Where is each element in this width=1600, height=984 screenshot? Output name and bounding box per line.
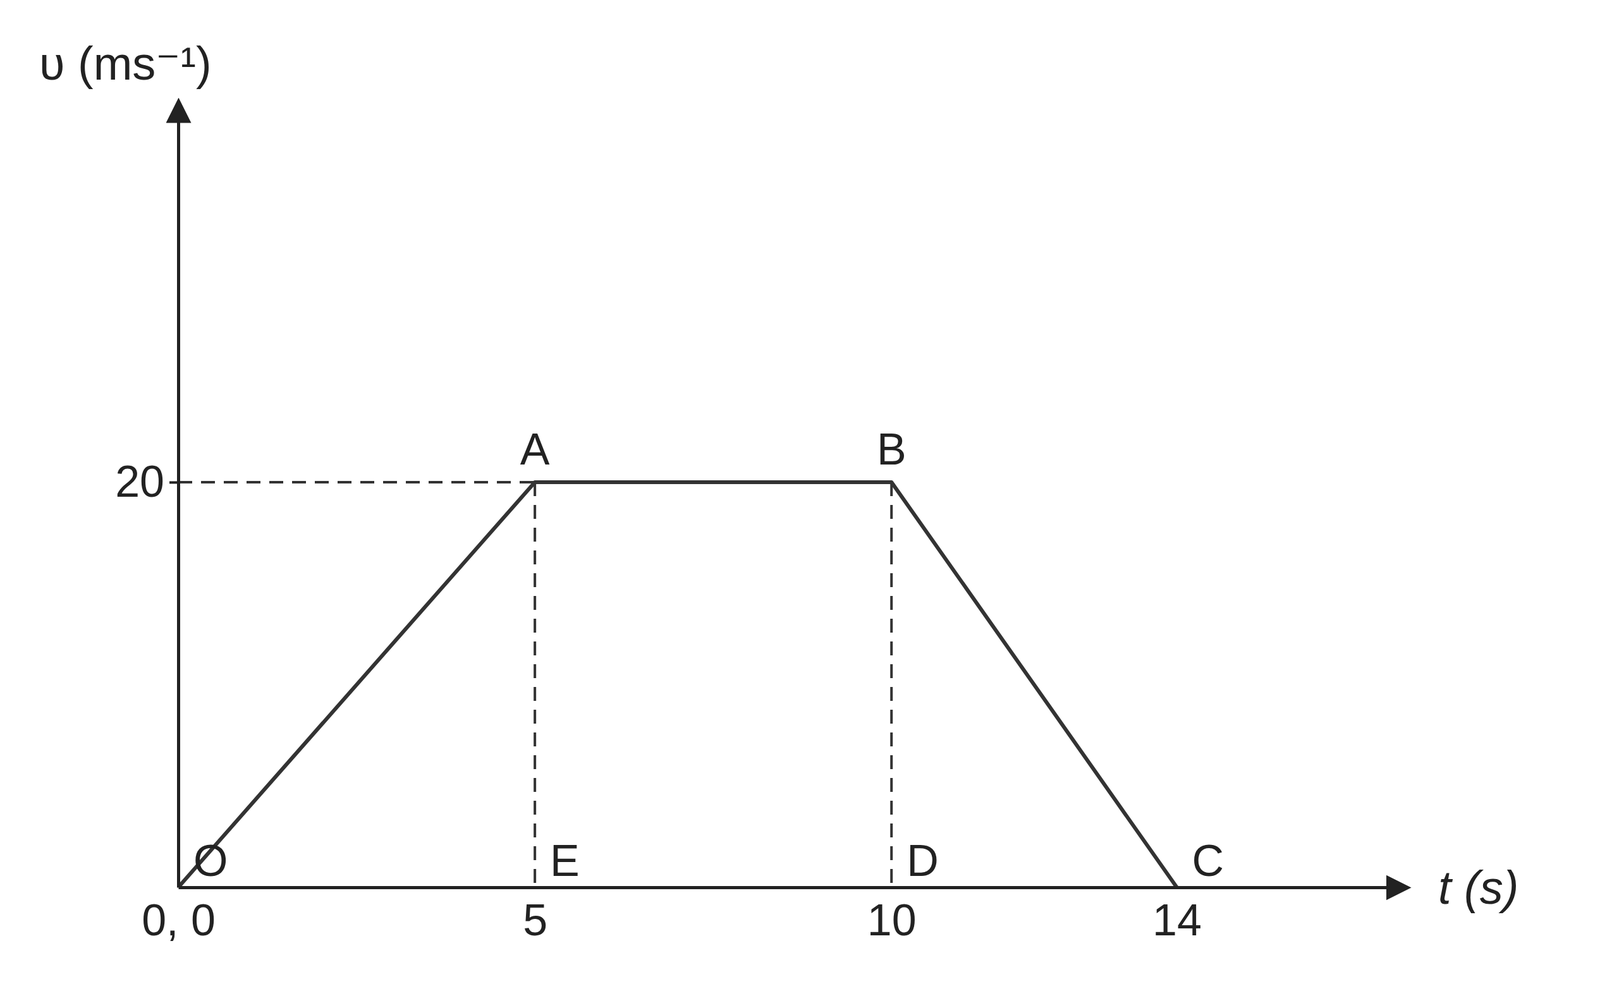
x-tick-label: 5 (522, 895, 548, 946)
x-axis-line (178, 886, 1392, 890)
point-label: D (906, 836, 939, 886)
x-tick-label: 14 (1152, 895, 1202, 946)
point-label: O (193, 836, 228, 886)
y-axis: 20 (115, 118, 179, 889)
x-tick-label: 0, 0 (141, 895, 216, 946)
chart: 0, 0 5 10 14 20 υ (ms⁻¹) t (s) O A B C E D (0, 0, 1600, 984)
velocity-line (178, 482, 1178, 888)
x-tick: 10 (867, 887, 917, 946)
guides (178, 482, 892, 888)
x-tick: 14 (1152, 887, 1202, 946)
annotations: O A B C E D (193, 424, 1224, 886)
x-tick-label: 10 (867, 895, 917, 946)
y-tick-label: 20 (115, 457, 165, 507)
point-label: C (1192, 836, 1225, 886)
y-axis-title: υ (ms⁻¹) (39, 37, 212, 90)
point-label: A (520, 424, 550, 475)
point-label: E (549, 836, 580, 886)
x-tick: 5 (522, 887, 548, 946)
y-tick: 20 (115, 457, 179, 507)
drop-line (890, 482, 893, 888)
level-line (178, 481, 535, 484)
plot-area (178, 482, 1178, 888)
x-axis: 0, 0 5 10 14 (141, 887, 1391, 946)
x-axis-title: t (s) (1438, 861, 1519, 915)
drop-line (533, 482, 537, 888)
y-tick-mark (169, 481, 179, 484)
x-tick: 0, 0 (141, 887, 216, 946)
point-label: B (876, 424, 907, 475)
y-axis-line (177, 118, 181, 889)
